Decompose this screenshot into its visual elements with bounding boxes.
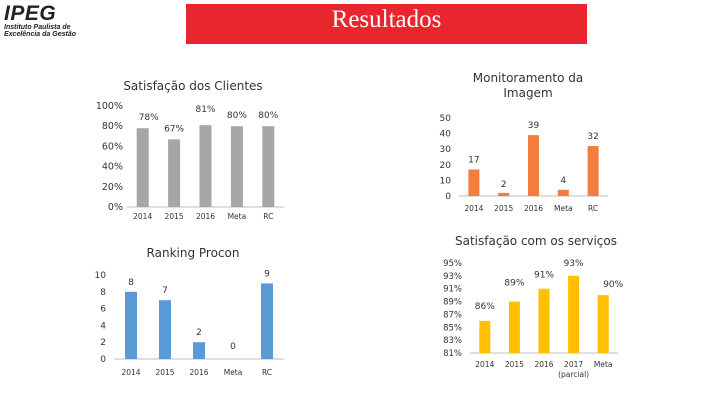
- category-label: 2014: [121, 368, 140, 377]
- y-tick-label: 83%: [443, 336, 462, 346]
- category-label: Meta: [554, 204, 573, 213]
- data-label: 90%: [603, 280, 623, 290]
- category-label: 2014: [464, 204, 483, 213]
- y-tick-label: 95%: [443, 259, 462, 269]
- data-label: 80%: [258, 111, 278, 121]
- bar-2016: [538, 288, 550, 353]
- category-label: 2015: [494, 204, 513, 213]
- y-tick-label: 60%: [102, 141, 123, 152]
- data-label: 93%: [564, 259, 584, 269]
- chart-satisfacao-clientes: Satisfação dos Clientes 0% 20% 40% 60% 80% 100…: [96, 79, 284, 221]
- y-tick-label: 20%: [102, 182, 123, 193]
- category-label: 2016: [524, 204, 543, 213]
- y-tick-label: 50: [440, 114, 452, 124]
- category-label: Meta: [228, 212, 247, 221]
- category-label: RC: [262, 368, 272, 377]
- category-label: 2016: [189, 368, 208, 377]
- bar-2016: [193, 342, 205, 359]
- category-label: 2017 (parcial): [558, 360, 589, 379]
- ipeg-logo: IPEG Instituto Paulista de Excelência da…: [2, 2, 97, 38]
- y-tick-label: 0%: [108, 202, 123, 213]
- data-label: 0: [230, 342, 236, 352]
- data-label: 80%: [227, 111, 247, 121]
- bar-2015: [508, 301, 520, 353]
- y-tick-label: 93%: [443, 272, 462, 282]
- page-title: Resultados: [331, 6, 442, 33]
- category-label: 2014: [475, 360, 494, 369]
- category-label: RC: [263, 212, 273, 221]
- category-label: 2015: [155, 368, 174, 377]
- category-label: RC: [588, 204, 598, 213]
- data-label: 4: [560, 176, 566, 186]
- bar-meta: [597, 295, 609, 353]
- data-label: 91%: [534, 271, 554, 281]
- bar-2017: [568, 275, 580, 353]
- chart-title: Satisfação com os serviços: [455, 234, 617, 248]
- data-label: 81%: [195, 105, 215, 115]
- bar-2014: [125, 291, 137, 359]
- y-tick-label: 0: [100, 355, 106, 365]
- logo-name: IPEG: [4, 2, 57, 25]
- y-tick-label: 89%: [443, 298, 462, 308]
- data-label: 78%: [139, 113, 159, 123]
- data-label: 32: [587, 132, 598, 142]
- y-tick-label: 10: [440, 176, 452, 186]
- data-label: 9: [264, 269, 270, 279]
- data-label: 7: [162, 286, 168, 296]
- bar-2015: [168, 139, 181, 207]
- category-label: 2014: [133, 212, 152, 221]
- category-label: Meta: [224, 368, 243, 377]
- bar-2014: [468, 169, 480, 196]
- chart-title: Ranking Procon: [147, 246, 240, 260]
- category-label: 2016: [196, 212, 215, 221]
- y-tick-label: 85%: [443, 323, 462, 333]
- y-tick-label: 6: [100, 305, 106, 315]
- y-tick-label: 0: [445, 192, 451, 202]
- data-label: 67%: [164, 124, 184, 134]
- bar-meta: [230, 126, 243, 207]
- y-tick-label: 81%: [443, 349, 462, 359]
- y-tick-label: 40%: [102, 162, 123, 173]
- bar-meta: [557, 189, 569, 196]
- data-label: 39: [528, 121, 540, 131]
- category-label: Meta: [594, 360, 613, 369]
- y-tick-label: 87%: [443, 310, 462, 320]
- bar-2014: [136, 128, 149, 207]
- logo-line-1: Instituto Paulista de: [4, 24, 71, 31]
- y-tick-label: 80%: [102, 121, 123, 132]
- category-label: 2016: [534, 360, 553, 369]
- data-label: 8: [128, 278, 134, 288]
- category-label: 2015: [165, 212, 184, 221]
- bar-rc: [262, 126, 275, 207]
- y-tick-label: 40: [440, 130, 452, 140]
- bar-2015: [498, 192, 510, 196]
- data-label: 89%: [504, 279, 524, 289]
- bar-rc: [587, 146, 599, 196]
- chart-title: Monitoramento da Imagem: [473, 71, 583, 100]
- title-banner: Resultados: [186, 4, 587, 44]
- y-tick-label: 20: [440, 161, 452, 171]
- y-tick-label: 4: [100, 321, 106, 331]
- data-label: 2: [196, 328, 202, 338]
- chart-title: Satisfação dos Clientes: [123, 79, 262, 93]
- bar-rc: [261, 283, 273, 359]
- y-tick-label: 8: [100, 288, 106, 298]
- bar-2015: [159, 300, 171, 359]
- y-tick-label: 100%: [96, 101, 123, 112]
- chart-monitoramento-imagem: Monitoramento da Imagem 0 10 20 30 40 50 17 2014 2…: [440, 71, 608, 213]
- logo-line-2: Excelência da Gestão: [4, 31, 76, 38]
- y-tick-label: 10: [95, 271, 107, 281]
- y-tick-label: 30: [440, 145, 452, 155]
- y-tick-label: 2: [100, 338, 106, 348]
- y-tick-label: 91%: [443, 285, 462, 295]
- data-label: 86%: [475, 302, 495, 312]
- data-label: 17: [468, 155, 479, 165]
- bar-2016: [528, 135, 539, 196]
- data-label: 2: [501, 180, 507, 190]
- category-label: 2015: [505, 360, 524, 369]
- bar-2016: [199, 125, 212, 207]
- bar-2014: [479, 320, 491, 353]
- chart-ranking-procon: Ranking Procon 0 2 4 6 8 10 8 2014 7 2015 2 2016 0 Met…: [95, 246, 284, 377]
